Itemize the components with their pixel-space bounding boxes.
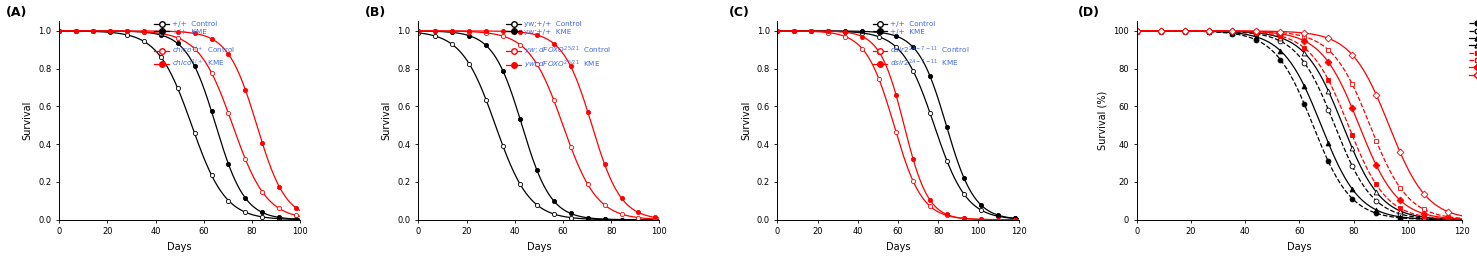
Text: (D): (D) bbox=[1078, 6, 1100, 18]
Text: (A): (A) bbox=[6, 6, 28, 18]
Legend: yw;+/+  Control, yw;+/+  KME, , $yw;dFOXO^{25/21}$  Control, $yw;dFOXO^{25/21}$ : yw;+/+ Control, yw;+/+ KME, , $yw;dFOXO^… bbox=[507, 21, 610, 71]
X-axis label: Days: Days bbox=[886, 242, 910, 252]
Legend: +/+  Control, +/+  KME, , $chico^{1/+}$  Control, $chico^{1/+}$  KME: +/+ Control, +/+ KME, , $chico^{1/+}$ Co… bbox=[154, 21, 235, 69]
Legend: TubGS>+ RU-  KME-, TubGS>+ RU-  KME+, TubGS>+ RU+  KME-, TubGS>+ RU+  KME+, TubG: TubGS>+ RU- KME-, TubGS>+ RU- KME+, TubG… bbox=[1468, 21, 1477, 78]
X-axis label: Days: Days bbox=[1286, 242, 1312, 252]
Y-axis label: Survival: Survival bbox=[741, 101, 750, 140]
Y-axis label: Survival: Survival bbox=[383, 101, 391, 140]
X-axis label: Days: Days bbox=[527, 242, 551, 252]
Legend: +/+  Control, +/+  KME, , $dsir2^{2A-7-11}$  Control, $dsir2^{2A-7-11}$  KME: +/+ Control, +/+ KME, , $dsir2^{2A-7-11}… bbox=[873, 21, 969, 69]
Text: (B): (B) bbox=[365, 6, 387, 18]
Text: (C): (C) bbox=[730, 6, 750, 18]
Y-axis label: Survival (%): Survival (%) bbox=[1097, 91, 1108, 150]
X-axis label: Days: Days bbox=[167, 242, 192, 252]
Y-axis label: Survival: Survival bbox=[22, 101, 32, 140]
